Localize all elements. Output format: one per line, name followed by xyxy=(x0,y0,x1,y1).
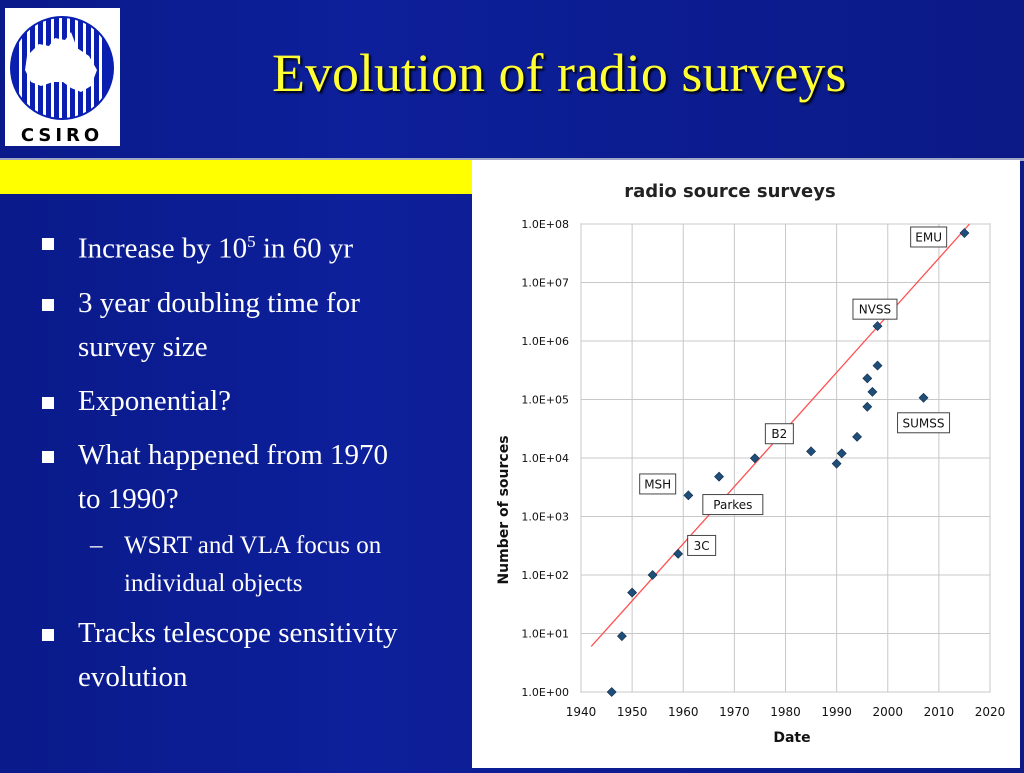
bullet-item: Increase by 105 in 60 yr xyxy=(40,220,460,271)
data-point xyxy=(862,401,873,412)
bullet-text: 3 year doubling time for survey size xyxy=(78,286,360,363)
slide-title: Evolution of radio surveys xyxy=(272,43,847,103)
bullet-text: Exponential? xyxy=(78,384,232,417)
x-tick-label: 2020 xyxy=(975,705,1006,719)
logo-text: CSIRO xyxy=(21,125,103,146)
x-tick-label: 1990 xyxy=(821,705,852,719)
annotation-label: Parkes xyxy=(713,498,752,512)
top-divider xyxy=(0,158,1024,161)
data-point xyxy=(852,431,862,442)
data-point xyxy=(867,386,878,397)
chart-panel: radio source surveys Date Number of sour… xyxy=(472,160,1020,768)
csiro-logo: CSIRO xyxy=(5,8,120,146)
annotation-box xyxy=(639,473,677,495)
y-tick-label: 1.0E+08 xyxy=(521,218,569,231)
sub-bullet-dash: – xyxy=(90,531,103,559)
annotation-box xyxy=(687,534,717,556)
y-tick-label: 1.0E+06 xyxy=(521,335,569,348)
x-tick-label: 2000 xyxy=(872,705,903,719)
bullet-marker xyxy=(42,396,54,409)
bullet-text: Tracks telescope sensitivity evolution xyxy=(78,616,398,693)
yellow-band xyxy=(0,160,472,194)
bullet-marker xyxy=(42,238,54,250)
bullet-superscript: 5 xyxy=(247,232,256,251)
bullet-item: Tracks telescope sensitivity evolution xyxy=(40,611,418,699)
annotation-label: EMU xyxy=(915,230,942,244)
annotation-label: MSH xyxy=(644,477,671,491)
y-tick-label: 1.0E+02 xyxy=(521,569,569,582)
annotation-label: NVSS xyxy=(859,303,891,317)
data-point xyxy=(918,392,929,403)
x-tick-label: 1950 xyxy=(617,705,648,719)
x-tick-label: 1960 xyxy=(668,705,699,719)
data-point xyxy=(959,228,970,238)
y-tick-label: 1.0E+03 xyxy=(521,511,569,524)
bullet-item: What happened from 1970 to 1990? xyxy=(40,433,408,521)
x-tick-label: 1940 xyxy=(566,705,597,719)
data-point xyxy=(806,446,816,457)
y-tick-label: 1.0E+05 xyxy=(521,394,569,407)
bullet-text: Increase by 10 xyxy=(78,232,248,265)
bullet-item: 3 year doubling time for survey size xyxy=(40,281,398,369)
data-point xyxy=(831,458,842,469)
chart-title: radio source surveys xyxy=(624,181,835,202)
data-point xyxy=(872,321,883,331)
bullet-text-after: in 60 yr xyxy=(255,232,354,265)
x-tick-label: 2010 xyxy=(924,705,955,719)
x-tick-label: 1980 xyxy=(770,705,801,719)
bullet-text: What happened from 1970 to 1990? xyxy=(78,438,389,515)
annotation-box xyxy=(897,412,951,434)
scatter-chart: radio source surveys Date Number of sour… xyxy=(496,181,1006,746)
data-point xyxy=(836,448,847,459)
sub-bullet-text: WSRT and VLA focus on individual objects xyxy=(124,531,382,597)
data-point xyxy=(683,490,694,501)
annotation-box xyxy=(702,494,764,516)
x-axis-label: Date xyxy=(773,730,810,746)
bullet-list: Increase by 105 in 60 yr 3 year doubling… xyxy=(40,220,460,699)
data-point xyxy=(862,373,873,384)
bullet-marker xyxy=(42,298,54,311)
annotation-box xyxy=(764,423,794,445)
annotation-label: 3C xyxy=(694,539,710,553)
y-tick-label: 1.0E+04 xyxy=(521,452,569,465)
data-point xyxy=(714,471,724,482)
data-point xyxy=(606,687,617,697)
y-tick-label: 1.0E+07 xyxy=(521,277,569,290)
bullet-item: Exponential? xyxy=(40,379,460,423)
data-point xyxy=(872,360,883,371)
data-point xyxy=(749,453,760,464)
data-point xyxy=(627,587,638,598)
bullet-marker xyxy=(42,450,54,463)
annotation-box xyxy=(852,298,898,320)
y-axis-label: Number of sources xyxy=(496,435,512,584)
y-tick-label: 1.0E+00 xyxy=(521,686,569,699)
annotation-label: B2 xyxy=(771,427,787,441)
annotation-label: SUMSS xyxy=(903,416,945,430)
annotation-box xyxy=(910,226,948,248)
y-tick-label: 1.0E+01 xyxy=(521,628,569,641)
data-point xyxy=(616,631,627,642)
data-point xyxy=(647,570,658,580)
sub-bullet-item: – WSRT and VLA focus on individual objec… xyxy=(40,527,454,603)
data-point xyxy=(673,548,684,559)
x-tick-label: 1970 xyxy=(719,705,750,719)
bullet-marker xyxy=(42,628,54,641)
